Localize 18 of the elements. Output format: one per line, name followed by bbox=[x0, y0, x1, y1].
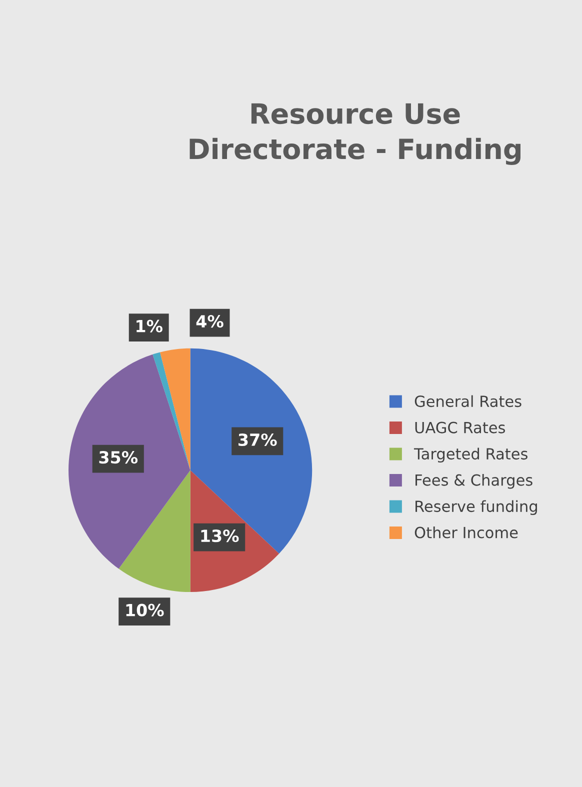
legend-label: Fees & Charges bbox=[416, 474, 532, 489]
data-label: 1% bbox=[136, 320, 162, 332]
pie-slice bbox=[118, 470, 190, 592]
legend-label: Reserve funding bbox=[416, 500, 537, 516]
pie-slice bbox=[190, 348, 312, 554]
legend-label: UAGC Rates bbox=[415, 422, 505, 434]
legend-label: General Rates bbox=[414, 395, 522, 408]
pie-slice bbox=[152, 352, 190, 470]
data-label: 10% bbox=[126, 604, 164, 616]
legend-label: Targeted Rates bbox=[414, 448, 528, 463]
data-label: 35% bbox=[99, 451, 138, 464]
legend-label: Other Income bbox=[414, 526, 518, 538]
pie-slice bbox=[160, 348, 190, 470]
data-label: 4% bbox=[196, 315, 224, 328]
data-label: 13% bbox=[201, 530, 239, 542]
chart-title: Resource Use Directorate - Funding bbox=[190, 103, 520, 166]
pie-slice bbox=[68, 354, 190, 569]
data-label: 37% bbox=[238, 433, 277, 446]
